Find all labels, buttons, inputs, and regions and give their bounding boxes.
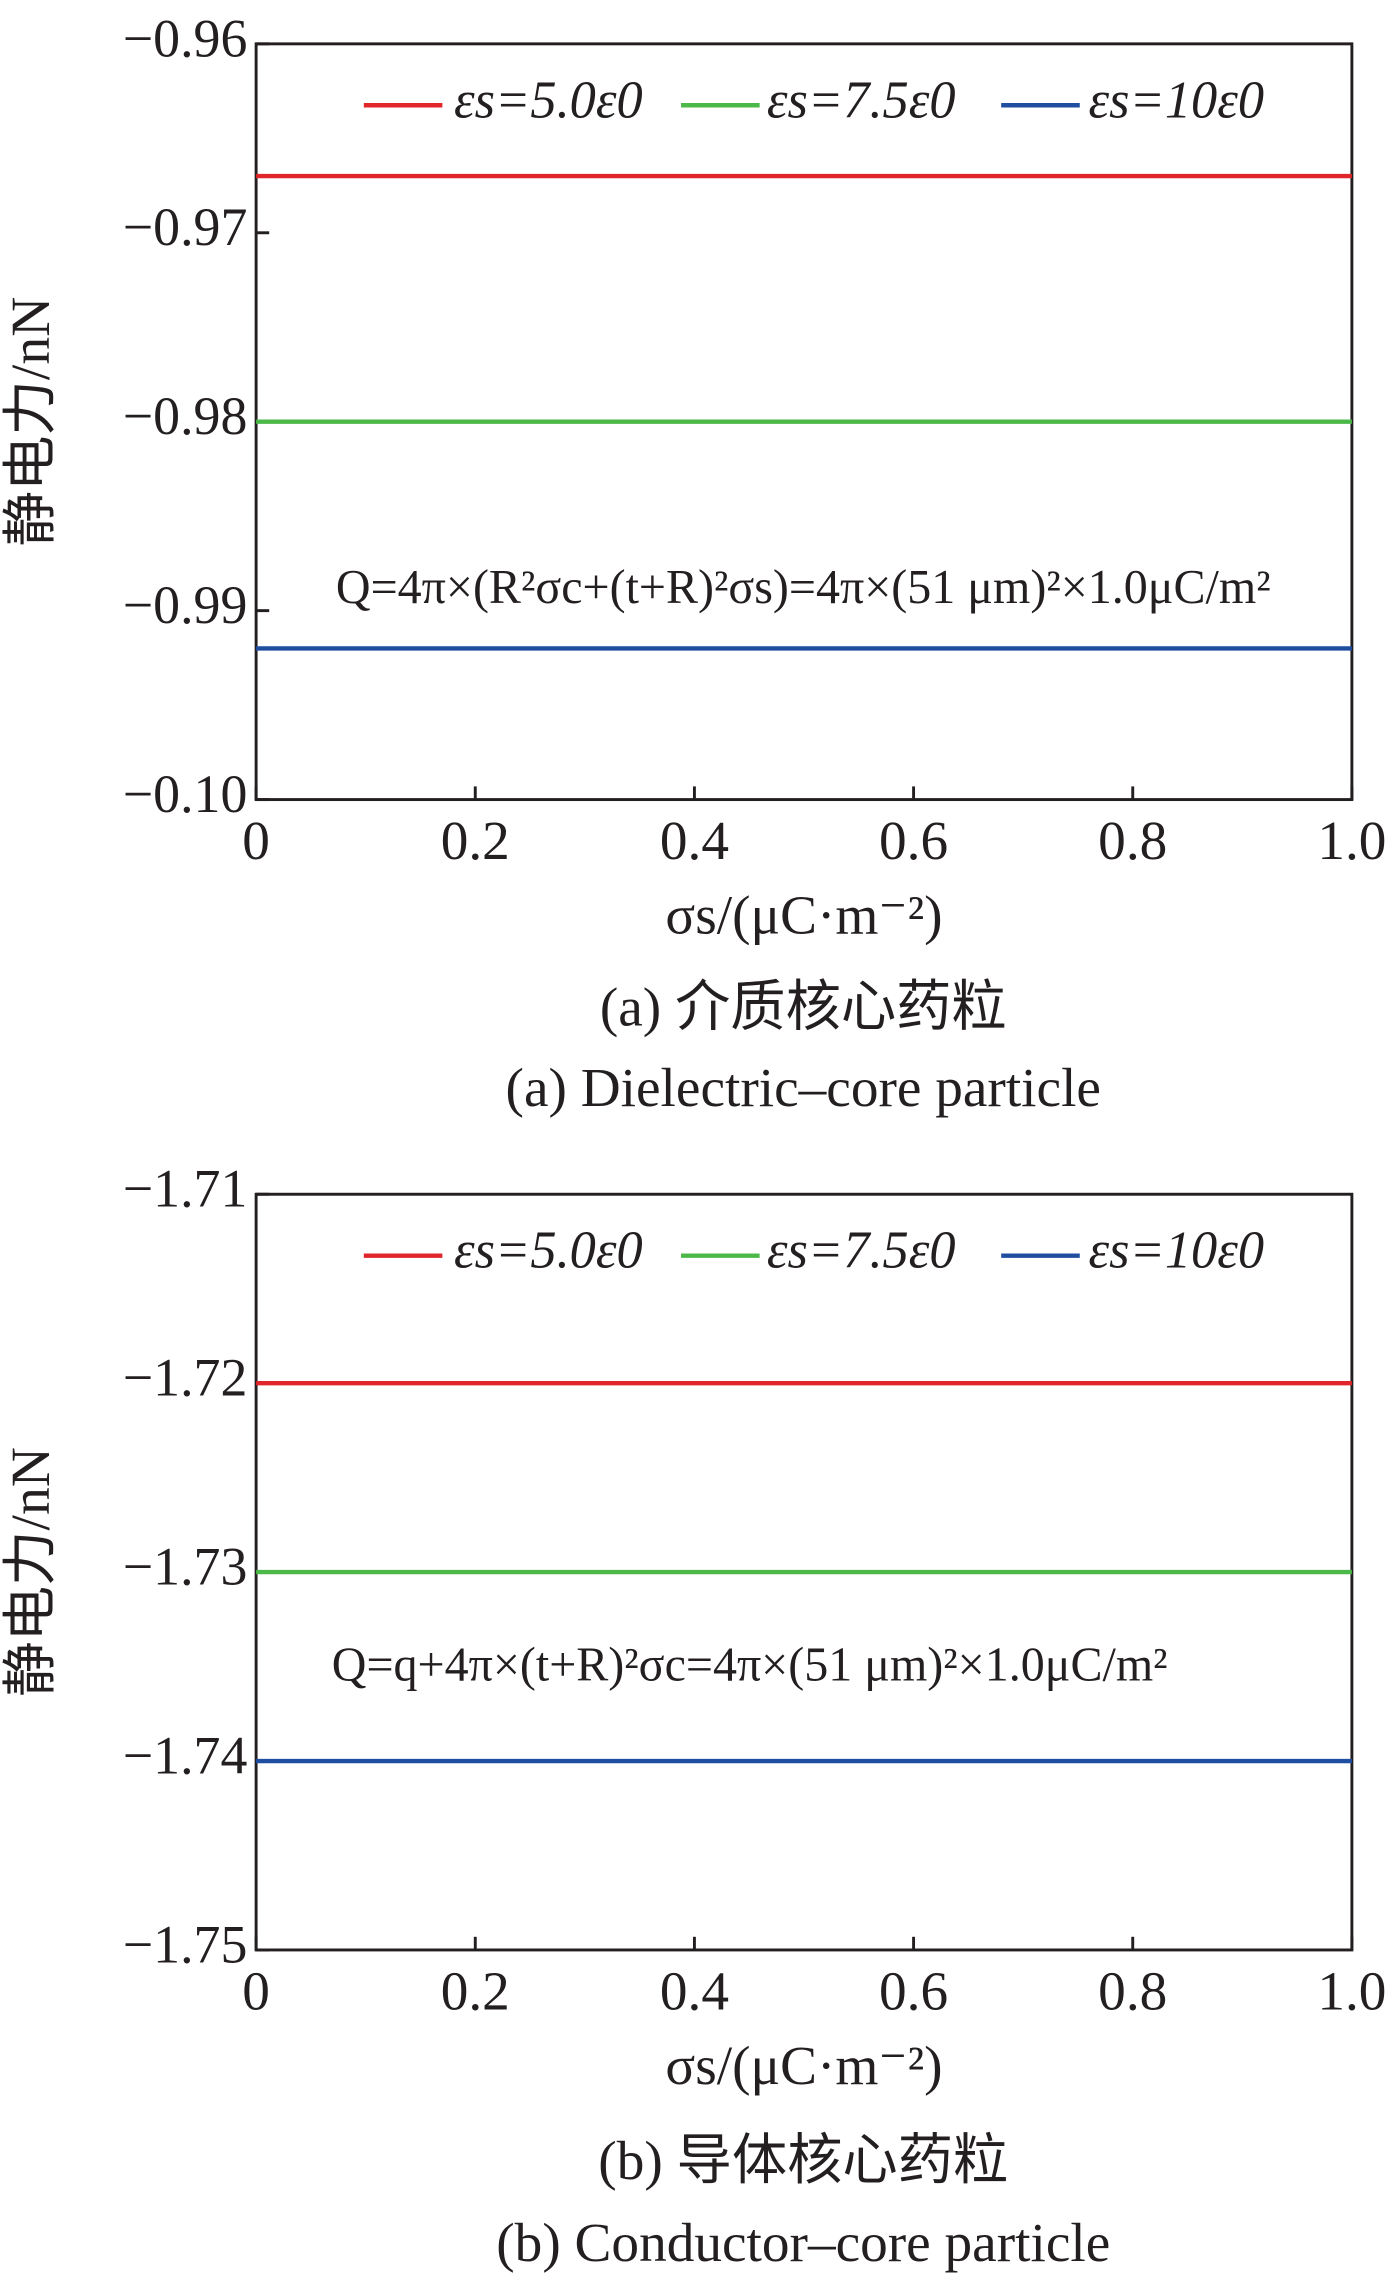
caption-en: (b) Conductor–core particle: [496, 2212, 1110, 2273]
y-tick-label: −0.98: [123, 386, 248, 446]
caption: (b) 导体核心药粒: [598, 2130, 1008, 2191]
x-tick-label: 0: [242, 810, 270, 871]
x-axis-label: σs/(μC·m⁻²): [665, 2035, 942, 2096]
y-tick-label: −0.96: [123, 8, 248, 68]
y-tick-label: −0.97: [123, 197, 248, 257]
legend-label: εs=5.0ε0: [454, 71, 643, 129]
y-tick-label: −1.75: [123, 1914, 248, 1974]
annotation: Q=q+4π×(t+R)²σc=4π×(51 μm)²×1.0μC/m²: [332, 1638, 1168, 1691]
y-tick-label: −1.72: [123, 1347, 248, 1407]
annotation: Q=4π×(R²σc+(t+R)²σs)=4π×(51 μm)²×1.0μC/m…: [336, 561, 1271, 614]
y-tick-label: −1.71: [123, 1159, 248, 1219]
y-tick-label: −1.73: [123, 1536, 248, 1596]
y-axis-label: 静电力/nN: [0, 297, 61, 547]
x-tick-label: 0.8: [1098, 1960, 1167, 2021]
x-tick-label: 0.2: [441, 1960, 510, 2021]
x-tick-label: 0.2: [441, 810, 510, 871]
legend-label: εs=10ε0: [1088, 71, 1264, 129]
y-tick-label: −0.99: [123, 575, 248, 635]
legend-label: εs=5.0ε0: [454, 1222, 643, 1280]
x-tick-label: 1.0: [1317, 810, 1386, 871]
legend-label: εs=7.5ε0: [767, 71, 956, 129]
caption: (a) 介质核心药粒: [600, 977, 1007, 1038]
y-tick-label: −0.10: [123, 764, 248, 824]
legend-label: εs=10ε0: [1088, 1222, 1264, 1280]
y-tick-label: −1.74: [123, 1725, 248, 1785]
x-tick-label: 0.8: [1098, 810, 1167, 871]
x-tick-label: 0.4: [660, 1960, 729, 2021]
x-axis-label: σs/(μC·m⁻²): [665, 885, 942, 946]
y-axis-label: 静电力/nN: [0, 1447, 61, 1697]
x-tick-label: 0.6: [879, 1960, 948, 2021]
legend-label: εs=7.5ε0: [767, 1222, 956, 1280]
x-tick-label: 1.0: [1317, 1960, 1386, 2021]
x-tick-label: 0: [242, 1960, 270, 2021]
caption-en: (a) Dielectric–core particle: [506, 1057, 1101, 1118]
x-tick-label: 0.4: [660, 810, 729, 871]
x-tick-label: 0.6: [879, 810, 948, 871]
